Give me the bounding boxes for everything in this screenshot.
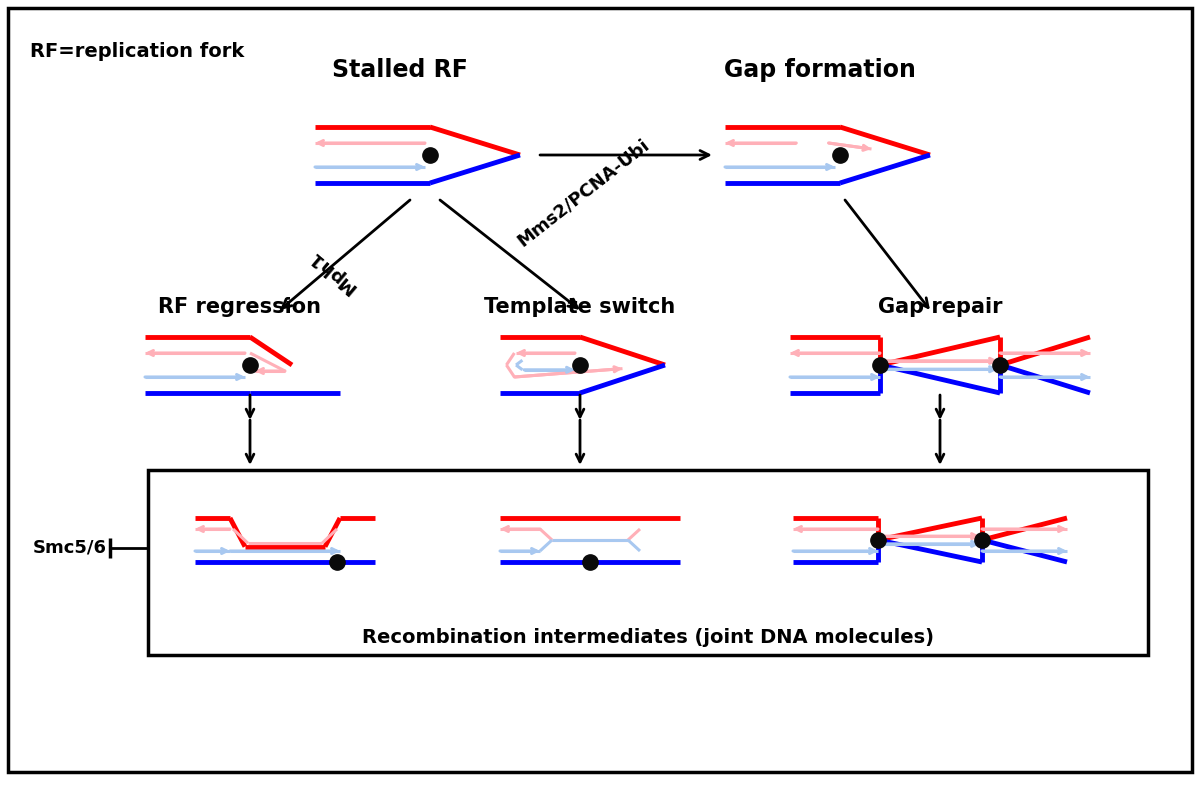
Text: Recombination intermediates (joint DNA molecules): Recombination intermediates (joint DNA m… <box>362 628 934 647</box>
Text: Mms2/PCNA-Ubi: Mms2/PCNA-Ubi <box>514 135 653 250</box>
Text: Template switch: Template switch <box>485 297 676 317</box>
Text: Smc5/6: Smc5/6 <box>34 538 107 557</box>
Text: Gap formation: Gap formation <box>724 58 916 82</box>
Text: Mph1: Mph1 <box>305 247 360 297</box>
Text: RF regression: RF regression <box>158 297 322 317</box>
Text: RF=replication fork: RF=replication fork <box>30 42 245 61</box>
Text: Gap repair: Gap repair <box>877 297 1002 317</box>
Text: Stalled RF: Stalled RF <box>332 58 468 82</box>
Bar <box>148 470 1148 655</box>
